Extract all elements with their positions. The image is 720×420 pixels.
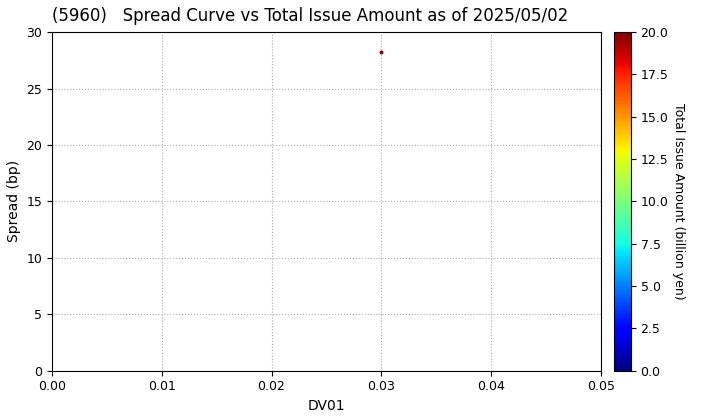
X-axis label: DV01: DV01	[307, 399, 345, 413]
Text: (5960)   Spread Curve vs Total Issue Amount as of 2025/05/02: (5960) Spread Curve vs Total Issue Amoun…	[52, 7, 568, 25]
Y-axis label: Spread (bp): Spread (bp)	[7, 160, 21, 242]
Y-axis label: Total Issue Amount (billion yen): Total Issue Amount (billion yen)	[672, 103, 685, 300]
Point	[376, 49, 387, 56]
